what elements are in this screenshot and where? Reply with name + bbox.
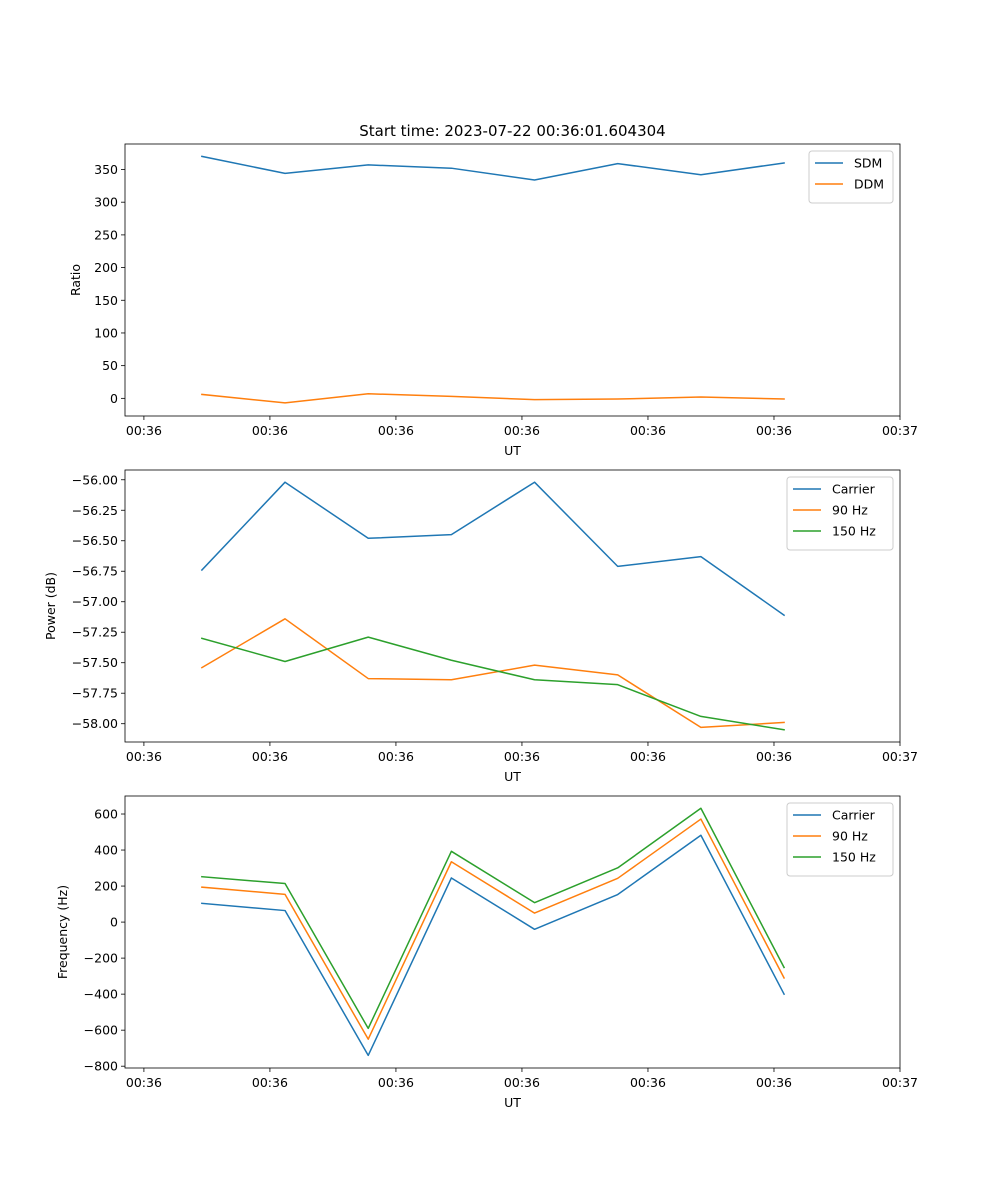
y-axis-label: Frequency (Hz) — [55, 885, 70, 979]
x-tick-label: 00:36 — [504, 1075, 540, 1090]
y-tick-label: −800 — [84, 1059, 118, 1074]
legend-label-ddm: DDM — [854, 177, 884, 192]
y-axis-label: Power (dB) — [43, 572, 58, 640]
legend: SDM DDM — [808, 150, 894, 204]
legend-label-carrier: Carrier — [832, 482, 876, 497]
legend: Carrier 90 Hz 150 Hz — [786, 802, 894, 877]
x-tick-label: 00:36 — [252, 749, 288, 764]
y-tick-label: −400 — [84, 987, 118, 1002]
x-tick-label: 00:36 — [504, 749, 540, 764]
y-tick-label: −56.25 — [72, 503, 118, 518]
chart-panel-1: 00:36 00:36 00:36 00:36 00:36 00:36 00:37 0 50 10… — [68, 143, 918, 458]
x-tick-label: 00:36 — [252, 1075, 288, 1090]
series-line-carrier — [201, 834, 786, 1057]
y-tick-label: 400 — [94, 843, 118, 858]
x-tick-label: 00:36 — [126, 423, 162, 438]
y-tick-label: −57.50 — [72, 655, 118, 670]
x-axis-label: UT — [504, 443, 521, 458]
series-line-carrier — [200, 481, 786, 617]
x-tick-label: 00:36 — [378, 749, 414, 764]
y-tick-label: 300 — [94, 195, 118, 210]
x-tick-label: 00:36 — [378, 1075, 414, 1090]
y-tick-label: 200 — [94, 879, 118, 894]
legend-label-90-hz: 90 Hz — [832, 829, 868, 844]
x-tick-label: 00:37 — [882, 749, 918, 764]
y-tick-label: −600 — [84, 1023, 118, 1038]
y-axis-label: Ratio — [68, 264, 83, 296]
y-tick-label: 600 — [94, 807, 118, 822]
x-tick-label: 00:36 — [630, 1075, 666, 1090]
legend-label-sdm: SDM — [854, 156, 882, 171]
x-tick-label: 00:36 — [630, 749, 666, 764]
chart-panel-2: 00:36 00:36 00:36 00:36 00:36 00:36 00:37 −56.0… — [43, 469, 918, 784]
x-tick-label: 00:36 — [252, 423, 288, 438]
y-tick-label: −57.00 — [72, 594, 118, 609]
y-tick-label: 0 — [110, 391, 118, 406]
y-tick-label: −56.00 — [72, 472, 118, 487]
x-tick-label: 00:36 — [630, 423, 666, 438]
chart-panel-3: 00:36 00:36 00:36 00:36 00:36 00:36 00:37 600 40… — [55, 795, 918, 1110]
series-line-sdm — [200, 155, 785, 181]
y-tick-label: 350 — [94, 162, 118, 177]
legend-label-150-hz: 150 Hz — [832, 850, 876, 865]
y-tick-label: 0 — [110, 915, 118, 930]
legend-label-carrier: Carrier — [832, 808, 876, 823]
x-axis-label: UT — [504, 1095, 521, 1110]
legend: Carrier 90 Hz 150 Hz — [786, 476, 894, 551]
x-tick-label: 00:36 — [378, 423, 414, 438]
x-tick-label: 00:36 — [126, 749, 162, 764]
legend-label-90-hz: 90 Hz — [832, 503, 868, 518]
y-tick-label: −56.75 — [72, 564, 118, 579]
series-line-90-hz — [201, 818, 786, 1040]
x-tick-label: 00:36 — [126, 1075, 162, 1090]
series-line-150-hz — [200, 636, 785, 731]
series-line-90-hz — [200, 618, 785, 729]
y-tick-label: 250 — [94, 227, 118, 242]
series-line-ddm — [201, 393, 785, 404]
figure-title: Start time: 2023-07-22 00:36:01.604304 — [359, 122, 665, 140]
axes-frame — [124, 795, 901, 1069]
y-tick-label: −56.50 — [72, 533, 118, 548]
y-tick-label: 150 — [94, 293, 118, 308]
axes-frame — [124, 143, 901, 417]
y-tick-label: 200 — [94, 260, 118, 275]
legend-box — [808, 150, 894, 204]
y-tick-label: −200 — [84, 951, 118, 966]
y-tick-label: −57.75 — [72, 686, 118, 701]
y-tick-label: −58.00 — [72, 716, 118, 731]
x-tick-label: 00:36 — [756, 749, 792, 764]
x-tick-label: 00:37 — [882, 423, 918, 438]
x-axis-label: UT — [504, 769, 521, 784]
legend-label-150-hz: 150 Hz — [832, 524, 876, 539]
axes-frame — [124, 469, 901, 743]
y-tick-label: 50 — [102, 358, 118, 373]
x-tick-label: 00:36 — [756, 1075, 792, 1090]
x-tick-label: 00:37 — [882, 1075, 918, 1090]
x-tick-label: 00:36 — [756, 423, 792, 438]
x-tick-label: 00:36 — [504, 423, 540, 438]
series-line-150-hz — [201, 807, 786, 1030]
y-tick-label: 100 — [94, 325, 118, 340]
y-tick-label: −57.25 — [72, 625, 118, 640]
